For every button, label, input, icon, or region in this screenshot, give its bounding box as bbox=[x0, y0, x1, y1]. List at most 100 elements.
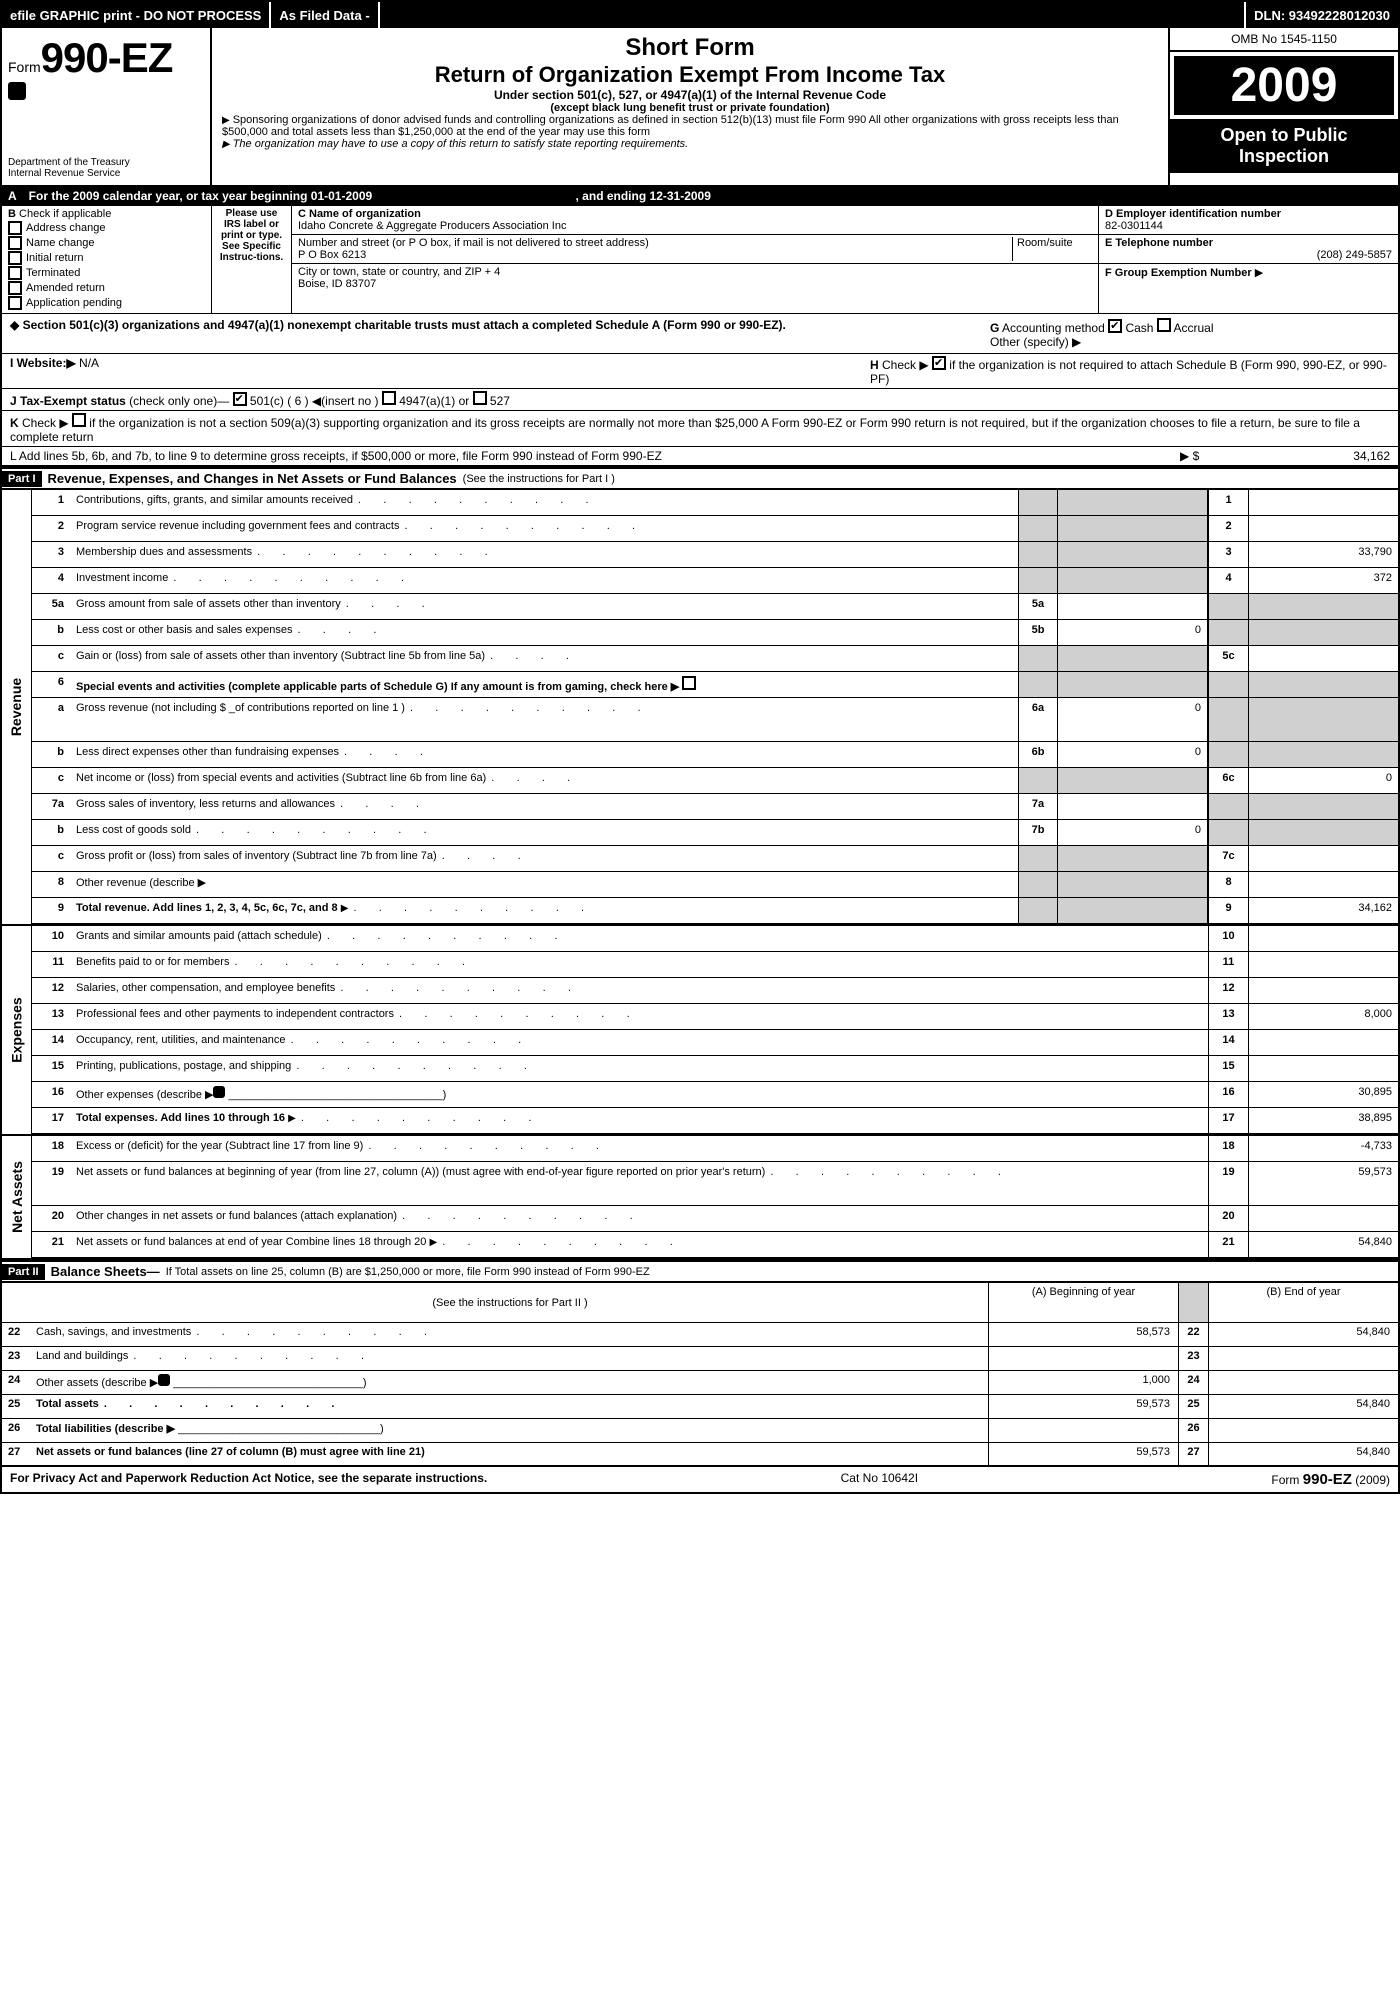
part2-label: Part II bbox=[2, 1264, 45, 1280]
line11-val bbox=[1248, 952, 1398, 977]
checkbox-name[interactable] bbox=[8, 236, 22, 250]
colB-hdr: (B) End of year bbox=[1208, 1283, 1398, 1322]
checkbox-accrual[interactable] bbox=[1157, 318, 1171, 332]
checkbox-pending[interactable] bbox=[8, 296, 22, 310]
checkbox-address[interactable] bbox=[8, 221, 22, 235]
line7b-desc: Less cost of goods sold bbox=[72, 820, 1018, 845]
line6c-desc: Net income or (loss) from special events… bbox=[72, 768, 1018, 793]
j-501c: 501(c) ( 6 ) ◀(insert no ) bbox=[250, 394, 379, 408]
checkbox-terminated[interactable] bbox=[8, 266, 22, 280]
line21-val: 54,840 bbox=[1248, 1232, 1398, 1257]
l-text: L Add lines 5b, 6b, and 7b, to line 9 to… bbox=[10, 449, 1180, 463]
describe-icon-24 bbox=[158, 1374, 170, 1386]
row-k: K Check ▶ if the organization is not a s… bbox=[2, 411, 1398, 447]
colA-hdr: (A) Beginning of year bbox=[988, 1283, 1178, 1322]
netassets-section: Net Assets 18Excess or (deficit) for the… bbox=[2, 1134, 1398, 1260]
checkbox-k[interactable] bbox=[72, 413, 86, 427]
side-netassets: Net Assets bbox=[2, 1136, 32, 1258]
dept-irs: Internal Revenue Service bbox=[8, 168, 204, 179]
part1-header: Part I Revenue, Expenses, and Changes in… bbox=[2, 467, 1398, 490]
j-text: (check only one)— bbox=[129, 394, 229, 408]
sub-2: (except black lung benefit trust or priv… bbox=[222, 102, 1158, 114]
line3-val: 33,790 bbox=[1248, 542, 1398, 567]
line14-val bbox=[1248, 1030, 1398, 1055]
part1-title: Revenue, Expenses, and Changes in Net As… bbox=[42, 469, 463, 488]
h-text2: if the organization is not required to a… bbox=[870, 358, 1387, 386]
line1-val bbox=[1248, 490, 1398, 515]
line15-desc: Printing, publications, postage, and shi… bbox=[72, 1056, 1208, 1081]
instr-1: Sponsoring organizations of donor advise… bbox=[222, 114, 1158, 138]
asfiled-label: As Filed Data - bbox=[271, 2, 379, 28]
bs27-a: 59,573 bbox=[988, 1443, 1178, 1465]
l-arrow: ▶ $ bbox=[1180, 449, 1240, 463]
line17-val: 38,895 bbox=[1248, 1108, 1398, 1133]
line12-desc: Salaries, other compensation, and employ… bbox=[72, 978, 1208, 1003]
bs26-desc: Total liabilities (describe ▶ __________… bbox=[32, 1419, 988, 1442]
sec501-row: ◆ Section 501(c)(3) organizations and 49… bbox=[2, 314, 1398, 354]
row-l: L Add lines 5b, 6b, and 7b, to line 9 to… bbox=[2, 447, 1398, 467]
b-intro: Check if applicable bbox=[19, 208, 111, 220]
row-j: J Tax-Exempt status (check only one)— 50… bbox=[2, 389, 1398, 411]
line6b-mv: 0 bbox=[1058, 742, 1208, 767]
checkbox-527[interactable] bbox=[473, 391, 487, 405]
side-revenue: Revenue bbox=[2, 490, 32, 924]
line13-desc: Professional fees and other payments to … bbox=[72, 1004, 1208, 1029]
line13-val: 8,000 bbox=[1248, 1004, 1398, 1029]
section-bcdef: B Check if applicable Address change Nam… bbox=[2, 206, 1398, 314]
line6c-val: 0 bbox=[1248, 768, 1398, 793]
line10-desc: Grants and similar amounts paid (attach … bbox=[72, 926, 1208, 951]
checkbox-gaming[interactable] bbox=[682, 676, 696, 690]
phone-val: (208) 249-5857 bbox=[1105, 249, 1392, 261]
checkbox-amended[interactable] bbox=[8, 281, 22, 295]
revenue-section: Revenue 1Contributions, gifts, grants, a… bbox=[2, 490, 1398, 924]
cash-label: Cash bbox=[1125, 321, 1153, 335]
checkbox-h[interactable] bbox=[932, 356, 946, 370]
row-a-ending: , and ending 12-31-2009 bbox=[576, 189, 711, 203]
bs24-b bbox=[1208, 1371, 1398, 1394]
c-hdr: C Name of organization bbox=[298, 208, 1092, 220]
street-hdr: Number and street (or P O box, if mail i… bbox=[298, 237, 649, 249]
line18-desc: Excess or (deficit) for the year (Subtra… bbox=[72, 1136, 1208, 1161]
dln-label: DLN: 93492228012030 bbox=[1246, 2, 1398, 28]
recycle-icon bbox=[8, 82, 26, 100]
main-title: Return of Organization Exempt From Incom… bbox=[222, 62, 1158, 88]
h-text1: Check ▶ bbox=[882, 358, 929, 372]
room-suite: Room/suite bbox=[1012, 237, 1092, 261]
k-label: K bbox=[10, 416, 19, 430]
row-ih: I Website:▶ N/A H Check ▶ if the organiz… bbox=[2, 354, 1398, 389]
ein-val: 82-0301144 bbox=[1105, 220, 1392, 232]
line3-desc: Membership dues and assessments bbox=[72, 542, 1018, 567]
line11-desc: Benefits paid to or for members bbox=[72, 952, 1208, 977]
topbar: efile GRAPHIC print - DO NOT PROCESS As … bbox=[2, 2, 1398, 28]
expenses-section: Expenses 10Grants and similar amounts pa… bbox=[2, 924, 1398, 1134]
line19-val: 59,573 bbox=[1248, 1162, 1398, 1205]
part2-colheader: (See the instructions for Part II ) (A) … bbox=[2, 1283, 1398, 1323]
bs22-a: 58,573 bbox=[988, 1323, 1178, 1346]
tax-year: 2009 bbox=[1174, 56, 1394, 115]
bs24-a: 1,000 bbox=[988, 1371, 1178, 1394]
j-527: 527 bbox=[490, 394, 510, 408]
checkbox-initial[interactable] bbox=[8, 251, 22, 265]
j-label: J Tax-Exempt status bbox=[10, 394, 126, 408]
line20-desc: Other changes in net assets or fund bala… bbox=[72, 1206, 1208, 1231]
bs25-desc: Total assets bbox=[32, 1395, 988, 1418]
form-page: efile GRAPHIC print - DO NOT PROCESS As … bbox=[0, 0, 1400, 1494]
org-name: Idaho Concrete & Aggregate Producers Ass… bbox=[298, 220, 1092, 232]
city-hdr: City or town, state or country, and ZIP … bbox=[298, 266, 1092, 278]
footer-left: For Privacy Act and Paperwork Reduction … bbox=[10, 1471, 487, 1488]
f-arrow: ▶ bbox=[1255, 267, 1263, 279]
line17-desc: Total expenses. Add lines 10 through 16 … bbox=[72, 1108, 1208, 1133]
line7c-desc: Gross profit or (loss) from sales of inv… bbox=[72, 846, 1018, 871]
line14-desc: Occupancy, rent, utilities, and maintena… bbox=[72, 1030, 1208, 1055]
opt-terminated: Terminated bbox=[26, 267, 80, 279]
checkbox-4947[interactable] bbox=[382, 391, 396, 405]
line9-val: 34,162 bbox=[1248, 898, 1398, 923]
line21-desc: Net assets or fund balances at end of ye… bbox=[72, 1232, 1208, 1257]
opt-amended: Amended return bbox=[26, 282, 105, 294]
instr-2: The organization may have to use a copy … bbox=[222, 138, 1158, 150]
line8-val bbox=[1248, 872, 1398, 897]
checkbox-501c[interactable] bbox=[233, 392, 247, 406]
checkbox-cash[interactable] bbox=[1108, 319, 1122, 333]
line7b-mv: 0 bbox=[1058, 820, 1208, 845]
line15-val bbox=[1248, 1056, 1398, 1081]
